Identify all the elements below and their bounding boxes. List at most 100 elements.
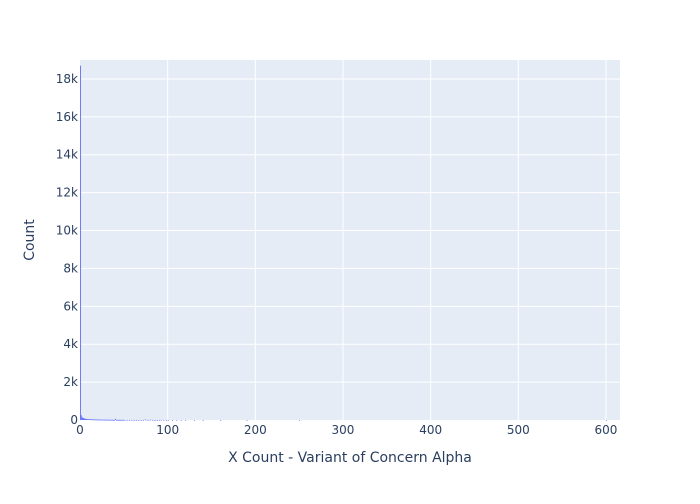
histogram-bar[interactable]	[99, 419, 101, 421]
histogram-bar[interactable]	[89, 419, 91, 421]
histogram-bar[interactable]	[202, 419, 204, 421]
histogram-bar[interactable]	[185, 419, 187, 421]
histogram-bar[interactable]	[163, 419, 165, 421]
histogram-bar[interactable]	[106, 419, 108, 421]
histogram-bar[interactable]	[176, 419, 178, 421]
histogram-bar[interactable]	[153, 419, 155, 421]
histogram-bar[interactable]	[107, 419, 109, 421]
gridlines	[80, 60, 620, 420]
histogram-bar[interactable]	[132, 419, 134, 421]
histogram-bar[interactable]	[101, 419, 102, 421]
histogram-bar[interactable]	[605, 419, 607, 421]
histogram-bar[interactable]	[121, 419, 123, 421]
histogram-bar[interactable]	[180, 419, 182, 421]
x-tick-label: 100	[156, 423, 179, 437]
histogram-bar[interactable]	[104, 419, 106, 421]
histogram-bar[interactable]	[94, 419, 96, 421]
histogram-bar[interactable]	[111, 419, 113, 421]
histogram-bar[interactable]	[113, 419, 115, 421]
y-tick-label: 2k	[63, 375, 78, 389]
histogram-bar[interactable]	[127, 419, 129, 421]
histogram-bar[interactable]	[115, 419, 117, 421]
histogram-bar[interactable]	[86, 418, 88, 420]
histogram-bar[interactable]	[101, 419, 103, 421]
y-tick-label: 18k	[56, 72, 78, 86]
x-tick-label: 400	[419, 423, 442, 437]
histogram-bar[interactable]	[137, 419, 139, 421]
histogram-bar[interactable]	[80, 415, 82, 420]
histogram-bar[interactable]	[95, 419, 97, 421]
histogram-bar[interactable]	[155, 419, 157, 421]
y-axis-tick-labels: 0 2k 4k 6k 8k 10k 12k 14k 16k 18k	[56, 72, 78, 427]
histogram-bar[interactable]	[125, 419, 127, 421]
histogram-bar[interactable]	[117, 419, 119, 421]
histogram-bar[interactable]	[114, 419, 116, 421]
y-tick-label: 14k	[56, 148, 78, 162]
histogram-bar[interactable]	[90, 419, 92, 421]
histogram-bar[interactable]	[97, 419, 99, 421]
histogram-bar[interactable]	[82, 417, 84, 420]
histogram-bar[interactable]	[165, 419, 167, 421]
histogram-bar[interactable]	[81, 417, 83, 420]
histogram-bar[interactable]	[110, 419, 112, 421]
histogram-bar[interactable]	[141, 419, 143, 421]
histogram-bar[interactable]	[143, 419, 145, 421]
histogram-bar[interactable]	[130, 419, 132, 421]
y-tick-label: 6k	[63, 299, 78, 313]
histogram-bar[interactable]	[246, 419, 248, 421]
histogram-bar[interactable]	[172, 419, 173, 421]
histogram-bar[interactable]	[122, 419, 124, 421]
histogram-bar[interactable]	[115, 418, 116, 420]
histogram-bar[interactable]	[129, 419, 130, 421]
histogram-bar[interactable]	[87, 419, 88, 420]
histogram-bar[interactable]	[87, 419, 89, 420]
histogram-bar[interactable]	[109, 419, 111, 421]
histogram-bar[interactable]	[134, 419, 136, 421]
histogram-bar[interactable]	[167, 419, 169, 421]
x-tick-label: 600	[595, 423, 618, 437]
histogram-bar[interactable]	[122, 419, 123, 421]
histogram-bar[interactable]	[102, 419, 104, 421]
y-tick-label: 12k	[56, 186, 78, 200]
histogram-bar[interactable]	[85, 418, 87, 420]
histogram-bar[interactable]	[157, 419, 159, 421]
histogram-bar[interactable]	[98, 419, 100, 421]
histogram-bar[interactable]	[108, 419, 109, 421]
histogram-bar[interactable]	[84, 418, 86, 420]
histogram-bar[interactable]	[160, 419, 162, 421]
histogram-bar[interactable]	[83, 418, 85, 420]
histogram-bar[interactable]	[158, 419, 160, 421]
histogram-bar[interactable]	[123, 419, 125, 421]
histogram-bars	[80, 65, 607, 421]
y-axis-title: Count	[22, 219, 38, 261]
histogram-bar[interactable]	[96, 419, 98, 421]
histogram-bar[interactable]	[151, 419, 153, 421]
histogram-bar[interactable]	[88, 419, 90, 420]
histogram-bar[interactable]	[80, 65, 81, 421]
x-tick-label: 500	[507, 423, 530, 437]
histogram-bar[interactable]	[120, 419, 122, 421]
histogram-bar[interactable]	[103, 419, 105, 421]
histogram-bar[interactable]	[112, 419, 114, 421]
histogram-bar[interactable]	[136, 419, 138, 421]
histogram-bar[interactable]	[91, 419, 93, 421]
histogram-bar[interactable]	[92, 419, 94, 421]
y-tick-label: 4k	[63, 337, 78, 351]
histogram-bar[interactable]	[299, 419, 301, 421]
histogram-bar[interactable]	[94, 419, 95, 421]
histogram-bar[interactable]	[220, 419, 222, 421]
histogram-bar[interactable]	[150, 419, 152, 421]
histogram-bar[interactable]	[148, 419, 150, 421]
histogram-bar[interactable]	[139, 419, 141, 421]
histogram-bar[interactable]	[193, 419, 195, 421]
histogram-bar[interactable]	[108, 419, 110, 421]
histogram-bar[interactable]	[119, 419, 121, 421]
histogram-bar[interactable]	[116, 419, 118, 421]
histogram-bar[interactable]	[146, 419, 148, 421]
histogram-bar[interactable]	[93, 419, 95, 421]
histogram-bar[interactable]	[118, 419, 120, 421]
histogram-bar[interactable]	[105, 419, 107, 421]
histogram-bar[interactable]	[144, 419, 146, 421]
histogram-bar[interactable]	[100, 419, 102, 421]
x-tick-label: 0	[76, 423, 84, 437]
